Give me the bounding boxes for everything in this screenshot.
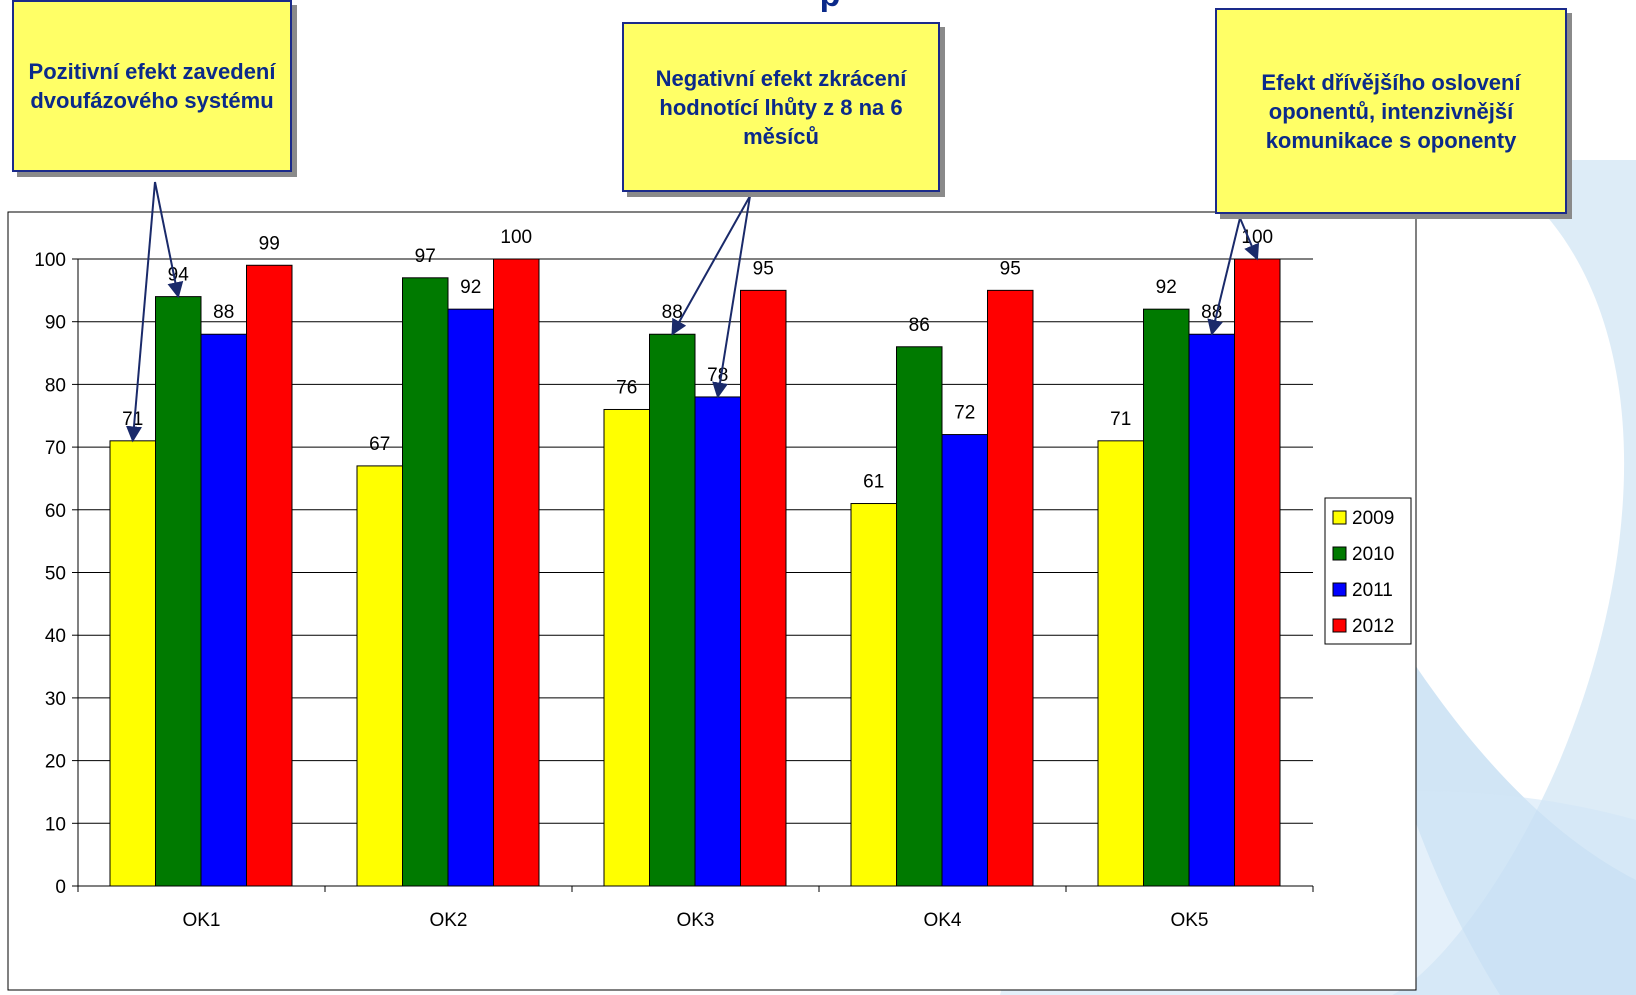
data-label: 88 bbox=[213, 302, 234, 323]
y-tick-label: 70 bbox=[45, 438, 66, 459]
bar-2009-OK5 bbox=[1097, 440, 1144, 887]
data-label: 97 bbox=[415, 246, 436, 267]
bar-2011-OK3 bbox=[694, 396, 741, 887]
data-label: 95 bbox=[1000, 258, 1021, 279]
legend: 2009 2010 2011 2012 bbox=[1324, 497, 1412, 645]
x-tick-label: OK5 bbox=[1170, 910, 1208, 931]
arrow-ok3-2010 bbox=[671, 195, 751, 336]
y-tick-label: 40 bbox=[45, 626, 66, 647]
bar-2012-OK2 bbox=[493, 258, 540, 887]
legend-swatch-2011 bbox=[1332, 582, 1347, 597]
bar-2011-OK5 bbox=[1188, 333, 1235, 887]
legend-swatch-2010 bbox=[1332, 546, 1347, 561]
y-tick-label: 0 bbox=[55, 877, 66, 898]
y-tick-label: 50 bbox=[45, 564, 66, 585]
data-label: 71 bbox=[122, 409, 143, 430]
bar-2009-OK3 bbox=[603, 408, 650, 887]
callout-text: Efekt dřívějšího oslovení oponentů, inte… bbox=[1261, 69, 1521, 153]
chart-title-fragment: p bbox=[770, 0, 890, 12]
data-label: 78 bbox=[707, 365, 728, 386]
callout-text: Pozitivní efekt zavedení dvoufázového sy… bbox=[28, 59, 276, 113]
x-tick-label: OK3 bbox=[676, 910, 714, 931]
callout-positive-effect: Pozitivní efekt zavedení dvoufázového sy… bbox=[12, 0, 292, 172]
bar-2009-OK2 bbox=[356, 465, 403, 887]
x-tick-label: OK1 bbox=[182, 910, 220, 931]
data-label: 95 bbox=[753, 258, 774, 279]
bar-2011-OK2 bbox=[447, 308, 494, 887]
bars bbox=[109, 258, 1281, 887]
data-label: 92 bbox=[460, 277, 481, 298]
bar-2010-OK4 bbox=[896, 346, 943, 887]
data-label: 92 bbox=[1156, 277, 1177, 298]
arrow-ok1-2009 bbox=[126, 181, 156, 443]
data-label: 67 bbox=[369, 434, 390, 455]
y-tick-label: 20 bbox=[45, 752, 66, 773]
bar-2011-OK4 bbox=[941, 434, 988, 887]
legend-label: 2009 bbox=[1352, 508, 1394, 529]
legend-label: 2011 bbox=[1352, 580, 1393, 601]
bar-2010-OK3 bbox=[649, 333, 696, 887]
bar-2010-OK5 bbox=[1143, 308, 1190, 887]
arrow-ok5-2012 bbox=[1239, 217, 1260, 261]
bar-2012-OK5 bbox=[1234, 258, 1281, 887]
arrow-ok1-2010 bbox=[154, 181, 184, 299]
arrow-ok3-2011 bbox=[712, 195, 751, 399]
data-label: 88 bbox=[1201, 302, 1222, 323]
bar-2009-OK1 bbox=[109, 440, 156, 887]
arrow-ok5-2011 bbox=[1207, 217, 1241, 336]
data-label: 100 bbox=[500, 227, 532, 248]
y-tick-label: 60 bbox=[45, 501, 66, 522]
bar-2012-OK1 bbox=[246, 264, 293, 887]
data-label: 72 bbox=[954, 403, 975, 424]
callout-negative-effect: Negativní efekt zkrácení hodnotící lhůty… bbox=[622, 22, 940, 192]
y-tick-label: 90 bbox=[45, 313, 66, 334]
legend-label: 2010 bbox=[1352, 544, 1394, 565]
legend-swatch-2012 bbox=[1332, 618, 1347, 633]
bar-2011-OK1 bbox=[200, 333, 247, 887]
x-tick-label: OK4 bbox=[923, 910, 961, 931]
data-label: 76 bbox=[616, 377, 637, 398]
data-label: 86 bbox=[909, 315, 930, 336]
bar-2009-OK4 bbox=[850, 503, 897, 887]
y-tick-label: 100 bbox=[34, 250, 66, 271]
x-tick-label: OK2 bbox=[429, 910, 467, 931]
legend-swatch-2009 bbox=[1332, 510, 1347, 525]
y-tick-label: 30 bbox=[45, 689, 66, 710]
bar-2010-OK1 bbox=[155, 296, 202, 887]
data-label: 94 bbox=[168, 265, 190, 286]
bar-2010-OK2 bbox=[402, 277, 449, 887]
data-labels: 7194889967979210076887895618672957192881… bbox=[122, 227, 1273, 493]
legend-label: 2012 bbox=[1352, 616, 1394, 637]
bar-2012-OK4 bbox=[987, 289, 1034, 887]
data-label: 61 bbox=[863, 472, 884, 493]
callout-earlier-contact-effect: Efekt dřívějšího oslovení oponentů, inte… bbox=[1215, 8, 1567, 214]
callout-text: Negativní efekt zkrácení hodnotící lhůty… bbox=[655, 65, 907, 149]
data-label: 99 bbox=[259, 233, 280, 254]
data-label: 71 bbox=[1110, 409, 1131, 430]
y-tick-label: 10 bbox=[45, 814, 66, 835]
y-tick-label: 80 bbox=[45, 375, 66, 396]
callout-arrows bbox=[126, 181, 1260, 443]
bar-2012-OK3 bbox=[740, 289, 787, 887]
axes: 0 10 20 30 40 50 60 70 80 90 100 OK1 OK2 OK3 OK4 OK5 bbox=[34, 250, 1314, 931]
